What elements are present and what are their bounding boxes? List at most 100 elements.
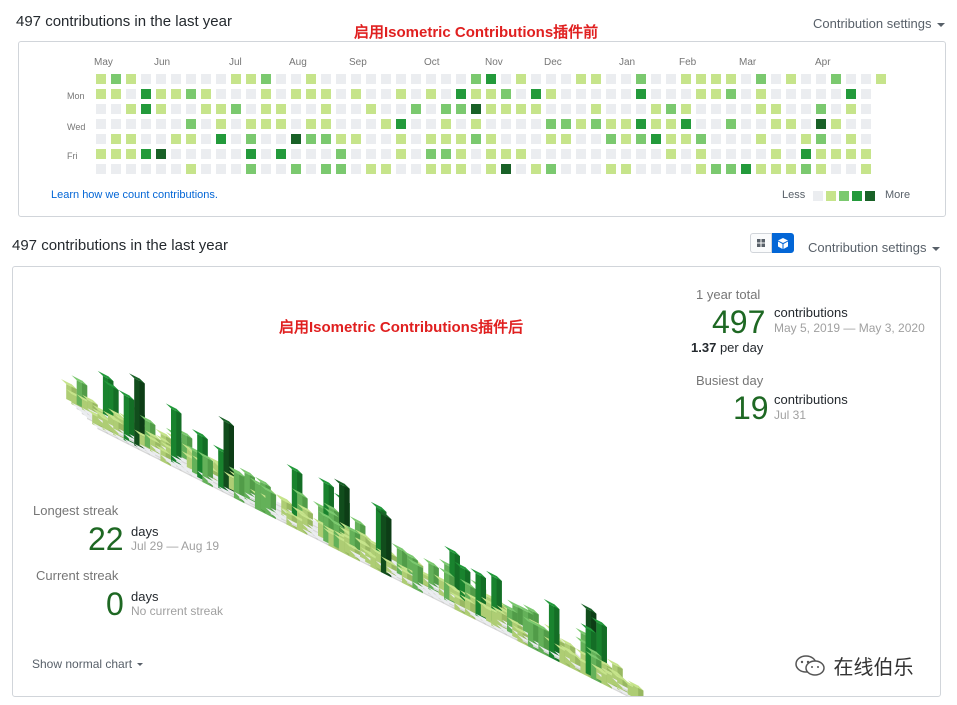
calendar-day[interactable] <box>516 74 526 84</box>
calendar-day[interactable] <box>111 149 121 159</box>
calendar-day[interactable] <box>591 74 601 84</box>
calendar-day[interactable] <box>336 104 346 114</box>
calendar-day[interactable] <box>186 74 196 84</box>
calendar-day[interactable] <box>801 104 811 114</box>
calendar-day[interactable] <box>321 89 331 99</box>
calendar-day[interactable] <box>831 89 841 99</box>
calendar-day[interactable] <box>306 104 316 114</box>
calendar-day[interactable] <box>201 134 211 144</box>
calendar-day[interactable] <box>216 119 226 129</box>
calendar-day[interactable] <box>741 89 751 99</box>
calendar-day[interactable] <box>561 134 571 144</box>
calendar-day[interactable] <box>366 74 376 84</box>
calendar-day[interactable] <box>786 134 796 144</box>
calendar-day[interactable] <box>606 74 616 84</box>
calendar-day[interactable] <box>516 149 526 159</box>
calendar-day[interactable] <box>756 149 766 159</box>
calendar-day[interactable] <box>126 104 136 114</box>
calendar-day[interactable] <box>651 119 661 129</box>
calendar-day[interactable] <box>711 119 721 129</box>
calendar-day[interactable] <box>306 74 316 84</box>
calendar-day[interactable] <box>771 119 781 129</box>
calendar-day[interactable] <box>216 134 226 144</box>
calendar-day[interactable] <box>531 104 541 114</box>
calendar-day[interactable] <box>621 119 631 129</box>
calendar-day[interactable] <box>411 74 421 84</box>
calendar-day[interactable] <box>246 149 256 159</box>
calendar-day[interactable] <box>306 164 316 174</box>
calendar-day[interactable] <box>471 164 481 174</box>
calendar-day[interactable] <box>471 134 481 144</box>
calendar-day[interactable] <box>771 134 781 144</box>
calendar-day[interactable] <box>456 89 466 99</box>
calendar-day[interactable] <box>201 119 211 129</box>
calendar-day[interactable] <box>621 149 631 159</box>
calendar-day[interactable] <box>546 119 556 129</box>
bottom-contribution-settings-button[interactable]: Contribution settings <box>808 240 940 255</box>
calendar-day[interactable] <box>486 104 496 114</box>
calendar-day[interactable] <box>756 164 766 174</box>
calendar-day[interactable] <box>576 164 586 174</box>
calendar-day[interactable] <box>681 74 691 84</box>
calendar-day[interactable] <box>831 164 841 174</box>
calendar-day[interactable] <box>291 89 301 99</box>
calendar-day[interactable] <box>471 149 481 159</box>
calendar-day[interactable] <box>201 74 211 84</box>
calendar-day[interactable] <box>321 104 331 114</box>
calendar-day[interactable] <box>231 164 241 174</box>
calendar-day[interactable] <box>786 164 796 174</box>
calendar-day[interactable] <box>216 104 226 114</box>
calendar-day[interactable] <box>741 164 751 174</box>
calendar-day[interactable] <box>666 149 676 159</box>
calendar-day[interactable] <box>816 119 826 129</box>
isometric-bar[interactable] <box>165 403 182 467</box>
calendar-day[interactable] <box>516 104 526 114</box>
calendar-day[interactable] <box>651 104 661 114</box>
calendar-day[interactable] <box>636 119 646 129</box>
isometric-bar[interactable] <box>197 451 213 488</box>
calendar-day[interactable] <box>816 134 826 144</box>
calendar-day[interactable] <box>696 119 706 129</box>
calendar-day[interactable] <box>546 149 556 159</box>
calendar-day[interactable] <box>681 149 691 159</box>
calendar-day[interactable] <box>411 119 421 129</box>
calendar-day[interactable] <box>186 89 196 99</box>
calendar-day[interactable] <box>516 119 526 129</box>
calendar-day[interactable] <box>651 134 661 144</box>
calendar-day[interactable] <box>546 164 556 174</box>
calendar-day[interactable] <box>816 149 826 159</box>
calendar-day[interactable] <box>246 119 256 129</box>
calendar-day[interactable] <box>696 89 706 99</box>
calendar-day[interactable] <box>291 104 301 114</box>
calendar-day[interactable] <box>411 164 421 174</box>
calendar-day[interactable] <box>501 134 511 144</box>
calendar-day[interactable] <box>336 119 346 129</box>
calendar-day[interactable] <box>366 134 376 144</box>
calendar-day[interactable] <box>111 119 121 129</box>
calendar-day[interactable] <box>711 74 721 84</box>
calendar-day[interactable] <box>666 119 676 129</box>
calendar-day[interactable] <box>786 119 796 129</box>
calendar-day[interactable] <box>756 104 766 114</box>
calendar-day[interactable] <box>441 149 451 159</box>
calendar-day[interactable] <box>141 164 151 174</box>
calendar-day[interactable] <box>756 74 766 84</box>
calendar-day[interactable] <box>156 164 166 174</box>
calendar-day[interactable] <box>531 89 541 99</box>
calendar-day[interactable] <box>486 74 496 84</box>
calendar-day[interactable] <box>336 134 346 144</box>
calendar-day[interactable] <box>726 149 736 159</box>
calendar-day[interactable] <box>741 119 751 129</box>
calendar-day[interactable] <box>426 164 436 174</box>
calendar-day[interactable] <box>351 89 361 99</box>
calendar-day[interactable] <box>561 149 571 159</box>
calendar-day[interactable] <box>666 134 676 144</box>
calendar-day[interactable] <box>306 134 316 144</box>
calendar-day[interactable] <box>816 164 826 174</box>
calendar-day[interactable] <box>261 119 271 129</box>
calendar-day[interactable] <box>186 134 196 144</box>
isometric-bar[interactable] <box>129 373 145 451</box>
calendar-day[interactable] <box>846 134 856 144</box>
calendar-day[interactable] <box>471 74 481 84</box>
calendar-day[interactable] <box>591 89 601 99</box>
